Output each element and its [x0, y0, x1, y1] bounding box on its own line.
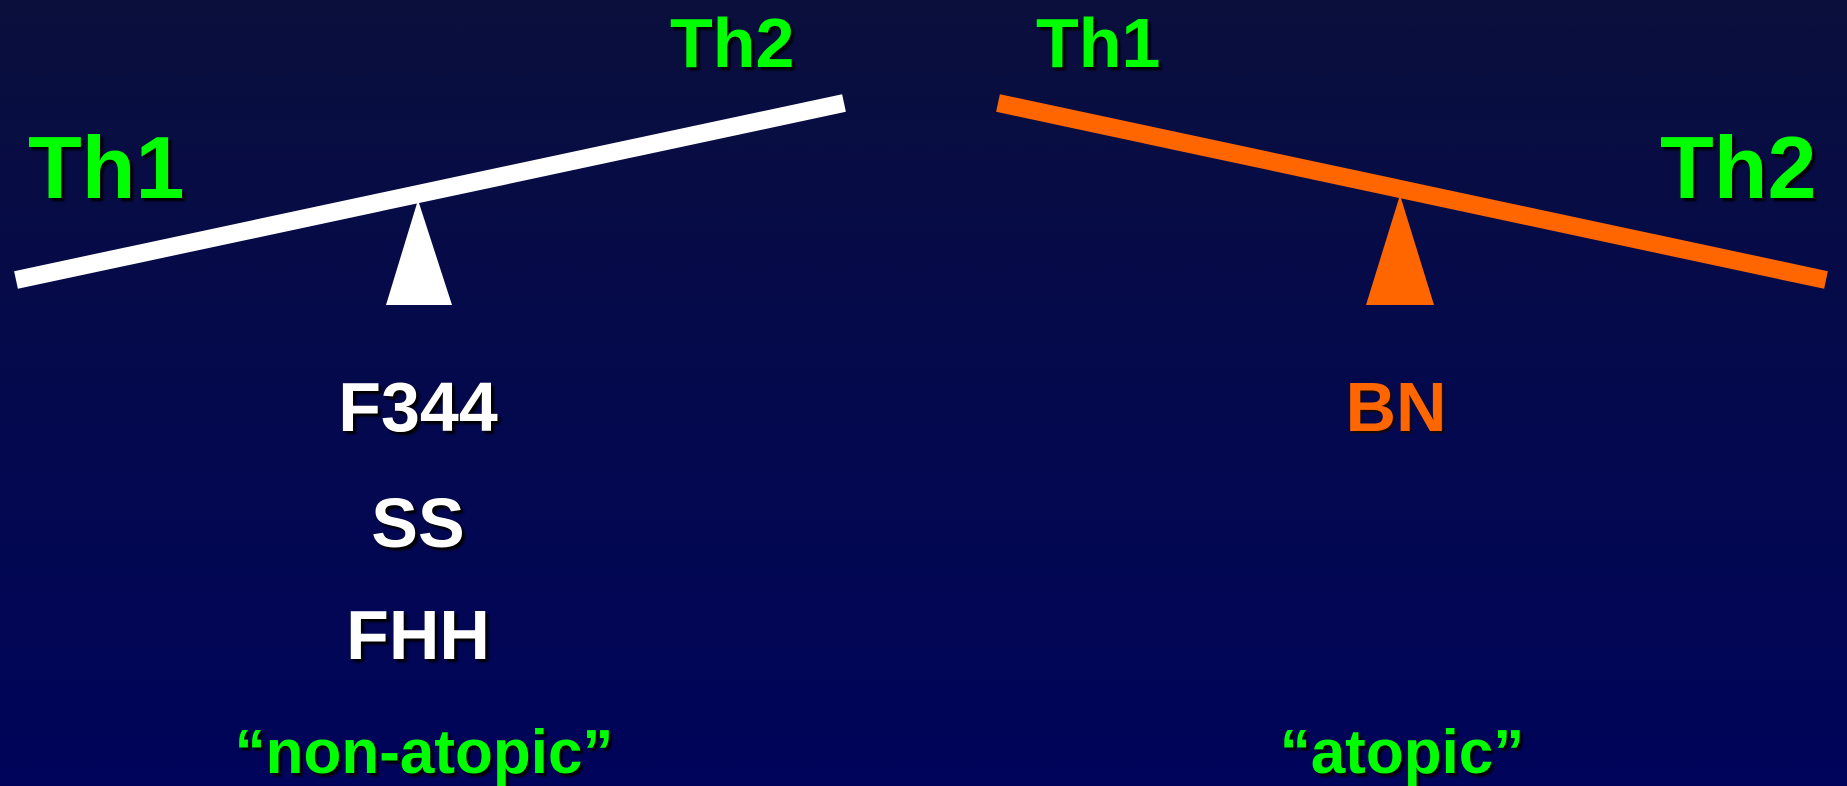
strain-label-fhh: FHH [346, 596, 490, 674]
left-fulcrum [386, 200, 452, 305]
strain-label-ss: SS [371, 484, 465, 562]
right-th1-label: Th1 [1036, 4, 1161, 82]
left-balance-beam [14, 94, 846, 289]
phenotype-atopic: “atopic” [1279, 718, 1525, 786]
left-th1-label: Th1 [28, 118, 185, 217]
right-balance-beam [996, 94, 1828, 289]
right-th2-label: Th2 [1660, 118, 1817, 217]
phenotype-non-atopic: “non-atopic” [234, 718, 614, 786]
left-th2-label: Th2 [670, 4, 795, 82]
strain-label-f344: F344 [338, 368, 498, 446]
strain-label-bn: BN [1345, 368, 1447, 446]
right-fulcrum [1366, 195, 1434, 305]
